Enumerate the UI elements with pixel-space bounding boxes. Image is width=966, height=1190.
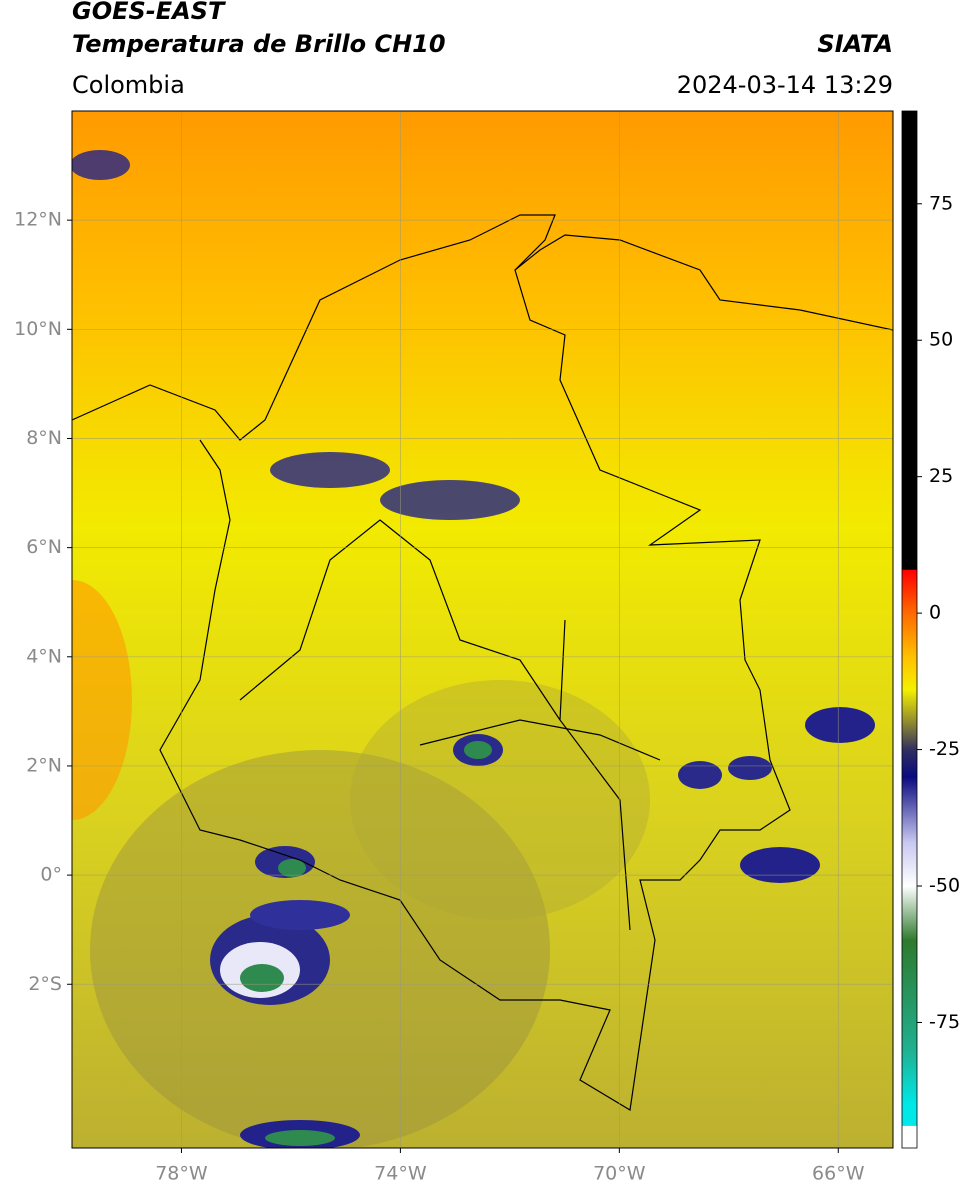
timestamp: 2024-03-14 13:29 — [677, 71, 893, 99]
map-frame — [71, 110, 894, 1149]
x-tick-label: 70°W — [593, 1163, 646, 1185]
colorbar — [901, 110, 918, 1149]
subtitle: Temperatura de Brillo CH10 — [72, 30, 446, 58]
source: SIATA — [817, 30, 893, 58]
colorbar-tick-label: 75 — [929, 192, 953, 214]
y-tick-label: 10°N — [14, 318, 62, 340]
colorbar-tick-label: 50 — [929, 329, 953, 351]
colorbar-tick-label: 25 — [929, 465, 953, 487]
y-tick-label: 6°N — [26, 536, 62, 558]
colorbar-tick-label: -75 — [929, 1011, 960, 1033]
x-tick-label: 66°W — [812, 1163, 865, 1185]
colorbar-tick-label: -25 — [929, 738, 960, 760]
colorbar-tick-label: -50 — [929, 875, 960, 897]
title: GOES-EAST — [72, 0, 226, 25]
y-tick-label: 12°N — [14, 209, 62, 231]
map-image — [72, 111, 893, 1148]
y-tick-label: 2°S — [28, 973, 62, 995]
y-tick-label: 2°N — [26, 754, 62, 776]
y-tick-label: 0° — [40, 864, 62, 886]
x-tick-label: 78°W — [155, 1163, 208, 1185]
x-tick-label: 74°W — [374, 1163, 427, 1185]
region: Colombia — [72, 71, 185, 99]
y-tick-label: 8°N — [26, 427, 62, 449]
colorbar-tick-label: 0 — [929, 602, 941, 624]
y-tick-label: 4°N — [26, 645, 62, 667]
